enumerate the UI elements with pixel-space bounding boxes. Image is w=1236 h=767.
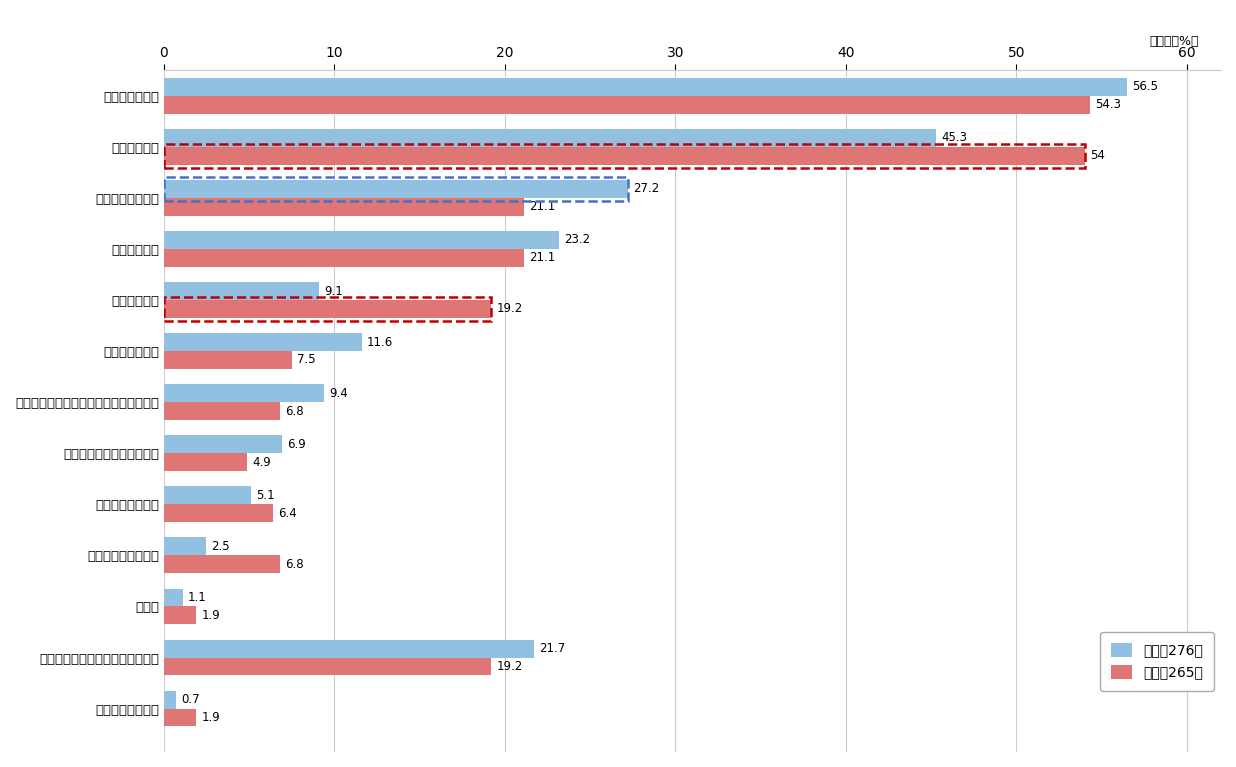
Bar — [164, 504, 273, 522]
Bar — [164, 297, 491, 321]
Bar — [164, 436, 282, 453]
Bar — [164, 300, 491, 318]
Text: 11.6: 11.6 — [367, 336, 393, 348]
Bar — [164, 77, 1127, 96]
Text: 56.5: 56.5 — [1132, 81, 1158, 94]
Bar — [164, 402, 279, 420]
Text: 45.3: 45.3 — [942, 131, 968, 144]
Bar — [164, 384, 324, 402]
Bar — [164, 177, 628, 201]
Text: （単位：%）: （単位：%） — [1149, 35, 1199, 48]
Bar — [164, 351, 292, 369]
Bar — [164, 231, 560, 249]
Text: 9.1: 9.1 — [324, 285, 342, 298]
Bar — [164, 555, 279, 573]
Text: 19.2: 19.2 — [497, 660, 523, 673]
Text: 19.2: 19.2 — [497, 302, 523, 315]
Text: 6.8: 6.8 — [286, 404, 304, 417]
Bar — [164, 538, 206, 555]
Text: 6.9: 6.9 — [287, 438, 305, 451]
Text: 54.3: 54.3 — [1095, 98, 1121, 111]
Bar — [164, 691, 176, 709]
Bar — [164, 282, 319, 300]
Bar — [164, 129, 936, 146]
Bar — [164, 146, 1085, 165]
Text: 21.7: 21.7 — [539, 642, 565, 655]
Bar — [164, 453, 247, 471]
Text: 0.7: 0.7 — [180, 693, 199, 706]
Text: 6.8: 6.8 — [286, 558, 304, 571]
Bar — [164, 640, 534, 657]
Bar — [164, 657, 491, 676]
Text: 23.2: 23.2 — [565, 233, 591, 246]
Text: 2.5: 2.5 — [211, 540, 230, 553]
Bar — [164, 180, 628, 198]
Text: 7.5: 7.5 — [297, 354, 315, 367]
Text: 1.9: 1.9 — [201, 711, 220, 724]
Text: 4.9: 4.9 — [252, 456, 271, 469]
Text: 1.1: 1.1 — [188, 591, 206, 604]
Text: 21.1: 21.1 — [529, 252, 555, 265]
Text: 21.1: 21.1 — [529, 200, 555, 213]
Bar — [164, 198, 524, 216]
Bar — [164, 709, 197, 726]
Text: 27.2: 27.2 — [633, 183, 659, 196]
Text: 9.4: 9.4 — [329, 387, 349, 400]
Text: 5.1: 5.1 — [256, 489, 274, 502]
Text: 1.9: 1.9 — [201, 609, 220, 622]
Bar — [164, 249, 524, 267]
Bar — [164, 96, 1090, 114]
Bar — [164, 607, 197, 624]
Bar — [164, 486, 251, 504]
Bar — [164, 588, 183, 607]
Text: 6.4: 6.4 — [278, 507, 297, 520]
Bar — [164, 333, 362, 351]
Text: 54: 54 — [1090, 149, 1105, 162]
Legend: 男性（276）, 女性（265）: 男性（276）, 女性（265） — [1100, 632, 1214, 690]
Bar — [164, 143, 1085, 168]
